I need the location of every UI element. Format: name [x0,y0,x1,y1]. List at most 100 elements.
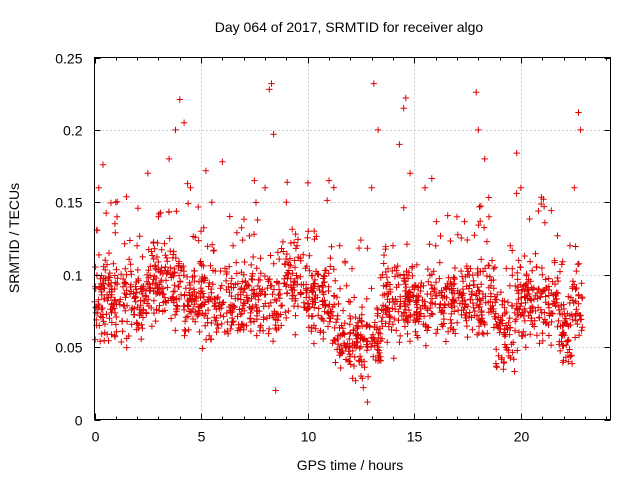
data-point [291,264,299,271]
data-point [427,281,435,289]
data-point [310,280,317,288]
data-point [524,286,531,293]
data-point [390,355,397,362]
data-point [380,282,387,289]
data-point [485,194,492,201]
data-point [578,293,586,301]
data-point [135,275,142,283]
data-point [311,227,318,235]
data-point [239,278,246,285]
data-point [540,203,548,210]
axis-ticks [94,57,611,421]
data-point [334,332,342,340]
data-point [339,347,346,355]
data-point [192,308,199,315]
data-point [384,339,391,346]
data-point [127,261,134,268]
data-point [306,267,313,274]
data-point [512,282,519,290]
data-point [169,293,176,301]
data-point [112,321,120,328]
data-point [260,303,267,310]
data-point [378,318,385,325]
data-point [562,354,570,361]
data-point [326,301,333,308]
data-point [232,295,239,302]
data-point [358,318,365,325]
data-point [463,322,471,330]
data-point [500,331,508,338]
data-point [391,315,398,323]
data-point [95,296,102,303]
data-point [201,301,208,308]
data-point [102,266,109,274]
data-point [317,327,324,334]
data-point [439,323,446,330]
data-point [459,278,467,285]
y-tick-label: 0.1 [63,268,83,284]
data-point [480,318,487,325]
data-point [158,246,165,253]
data-point [112,297,119,304]
data-point [292,312,299,319]
data-point [493,296,500,303]
data-point [356,358,363,365]
data-point [407,311,414,319]
data-point [382,320,389,327]
data-point [559,342,566,350]
data-point [574,320,581,328]
data-point [226,263,233,270]
data-point [180,119,188,126]
data-point [217,312,224,319]
data-point [396,141,403,148]
data-point [404,330,411,338]
data-point [185,289,193,296]
data-point [112,199,119,206]
data-point [439,308,446,315]
data-point [149,252,156,259]
data-point [405,306,413,314]
data-point [412,297,419,305]
data-point [254,216,261,224]
data-point [240,216,248,223]
data-point [107,199,115,207]
data-point [138,307,146,314]
data-point [460,306,467,314]
data-point [382,268,389,276]
x-tick-label: 0 [92,429,100,445]
data-point [369,340,376,347]
data-point [100,263,107,270]
data-point [424,327,431,334]
y-tick-label: 0.15 [55,195,82,211]
data-point [213,328,220,336]
data-point [515,296,522,303]
data-point [539,337,546,345]
data-point [126,237,134,244]
data-point [119,328,126,335]
data-point [312,325,319,332]
data-point [290,281,297,289]
data-point [464,236,471,244]
data-point [151,262,159,269]
data-point [327,263,334,270]
data-point [233,270,240,277]
data-point [147,263,154,270]
data-point [432,242,439,249]
data-point [389,321,397,328]
data-point [382,245,389,253]
data-point [195,278,203,285]
data-point [224,327,231,335]
data-point [283,290,291,297]
data-point [389,295,396,303]
data-point [539,330,546,337]
data-point [569,285,576,292]
data-point [491,264,499,271]
data-point [413,312,420,319]
data-point [468,288,476,296]
data-point [181,302,188,310]
data-point [207,285,215,293]
data-point [492,310,499,317]
data-point [346,312,354,320]
data-point [504,326,511,334]
data-point [459,300,466,307]
